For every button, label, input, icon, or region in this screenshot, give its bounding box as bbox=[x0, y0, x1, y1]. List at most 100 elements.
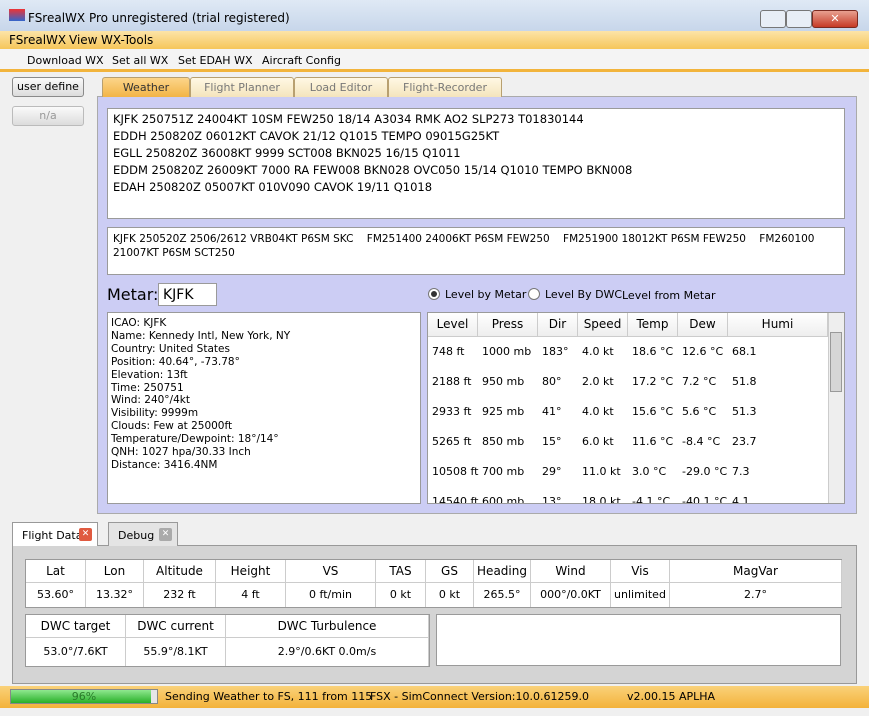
toolbar-button[interactable]: Set all WX bbox=[112, 54, 169, 67]
info-line: Position: 40.64°, -73.78° bbox=[111, 355, 240, 368]
tab-close[interactable]: ✕ bbox=[159, 528, 172, 541]
table-cell: 0 kt bbox=[426, 583, 474, 607]
menu-bar bbox=[0, 31, 869, 49]
table-cell: 18.0 kt bbox=[582, 495, 621, 504]
info-line: Time: 250751 bbox=[111, 381, 184, 394]
station-info: ICAO: KJFK Name: Kennedy Intl, New York, … bbox=[107, 312, 421, 504]
column-header[interactable]: Humi bbox=[728, 313, 828, 337]
table-cell: -40.1 °C bbox=[682, 495, 728, 504]
tab-label: Debug bbox=[118, 529, 155, 542]
toolbar-button[interactable]: Aircraft Config bbox=[262, 54, 341, 67]
maximize-button[interactable] bbox=[786, 10, 812, 28]
bottom-tab[interactable]: Debug ✕ bbox=[108, 522, 178, 546]
column-header: DWC Turbulence bbox=[226, 615, 429, 638]
table-cell: 55.9°/8.1KT bbox=[126, 638, 226, 666]
table-cell: 6.0 kt bbox=[582, 435, 614, 448]
table-cell: 17.2 °C bbox=[632, 375, 674, 388]
table-cell: 232 ft bbox=[144, 583, 216, 607]
info-line: Visibility: 9999m bbox=[111, 407, 199, 420]
info-line: Distance: 3416.4NM bbox=[111, 458, 218, 471]
bottom-tab[interactable]: Flight Data ✕ bbox=[12, 522, 98, 546]
table-cell: 23.7 bbox=[732, 435, 757, 448]
taf-text-area[interactable]: KJFK 250520Z 2506/2612 VRB04KT P6SM SKC … bbox=[107, 227, 845, 275]
table-cell: 925 mb bbox=[482, 405, 525, 418]
side-button[interactable]: user define bbox=[12, 77, 84, 97]
column-header[interactable]: Dew bbox=[678, 313, 728, 337]
tab-close[interactable]: ✕ bbox=[79, 528, 92, 541]
close-button[interactable]: ✕ bbox=[812, 10, 858, 28]
column-header: MagVar bbox=[670, 560, 842, 583]
column-header[interactable]: Temp bbox=[628, 313, 678, 337]
metar-line: EDDH 250820Z 06012KT CAVOK 21/12 Q1015 T… bbox=[113, 129, 500, 143]
table-cell: 850 mb bbox=[482, 435, 525, 448]
table-cell: 600 mb bbox=[482, 495, 525, 504]
sim-version: FSX - SimConnect Version:10.0.61259.0 bbox=[370, 690, 589, 703]
column-header: Lat bbox=[26, 560, 86, 583]
menu-item[interactable]: FSrealWX bbox=[9, 33, 67, 47]
column-header: Lon bbox=[86, 560, 144, 583]
metar-line: EGLL 250820Z 36008KT 9999 SCT008 BKN025 … bbox=[113, 146, 461, 160]
menu-item[interactable]: WX-Tools bbox=[101, 33, 154, 47]
radio-label[interactable]: Level by Metar bbox=[445, 288, 527, 301]
minimize-button[interactable] bbox=[760, 10, 786, 28]
radio-button[interactable] bbox=[528, 288, 540, 300]
table-cell: 5.6 °C bbox=[682, 405, 717, 418]
table-cell: 11.6 °C bbox=[632, 435, 674, 448]
tab[interactable]: Flight Planner bbox=[190, 77, 294, 97]
radio-button[interactable] bbox=[428, 288, 440, 300]
table-cell: 10508 ft bbox=[432, 465, 479, 478]
levels-table: Level Press Dir Speed Temp Dew Humi 748 ft 1000 … bbox=[427, 312, 845, 504]
table-cell: 4 ft bbox=[216, 583, 286, 607]
level-source: Level from Metar bbox=[622, 289, 716, 302]
table-cell: 15.6 °C bbox=[632, 405, 674, 418]
table-cell: 0 kt bbox=[376, 583, 426, 607]
table-cell: 51.8 bbox=[732, 375, 757, 388]
table-cell: 15° bbox=[542, 435, 562, 448]
column-header[interactable]: Press bbox=[478, 313, 538, 337]
column-header: GS bbox=[426, 560, 474, 583]
metar-text-area[interactable]: KJFK 250751Z 24004KT 10SM FEW250 18/14 A… bbox=[107, 108, 845, 219]
table-cell: 80° bbox=[542, 375, 562, 388]
side-button: n/a bbox=[12, 106, 84, 126]
progress-fill bbox=[11, 690, 152, 703]
column-header: DWC target bbox=[26, 615, 126, 638]
column-header[interactable]: Speed bbox=[578, 313, 628, 337]
table-cell: 7.3 bbox=[732, 465, 750, 478]
radio-label[interactable]: Level By DWC bbox=[545, 288, 623, 301]
column-header: Wind bbox=[531, 560, 611, 583]
table-cell: 13.32° bbox=[86, 583, 144, 607]
tab[interactable]: Flight-Recorder bbox=[388, 77, 502, 97]
info-line: Elevation: 13ft bbox=[111, 368, 188, 381]
table-cell: 51.3 bbox=[732, 405, 757, 418]
table-cell: 5265 ft bbox=[432, 435, 472, 448]
column-header[interactable]: Dir bbox=[538, 313, 578, 337]
toolbar-button[interactable]: Set EDAH WX bbox=[178, 54, 253, 67]
tab[interactable]: Load Editor bbox=[294, 77, 388, 97]
toolbar-button[interactable]: Download WX bbox=[27, 54, 104, 67]
table-cell: -8.4 °C bbox=[682, 435, 721, 448]
table-cell: 183° bbox=[542, 345, 569, 358]
metar-line: KJFK 250751Z 24004KT 10SM FEW250 18/14 A… bbox=[113, 112, 584, 126]
menu-item[interactable]: View bbox=[69, 33, 98, 47]
progress-label: 96% bbox=[71, 690, 97, 703]
scroll-thumb[interactable] bbox=[830, 332, 842, 392]
table-cell: 3.0 °C bbox=[632, 465, 667, 478]
metar-input[interactable]: KJFK bbox=[158, 283, 217, 306]
column-header: DWC current bbox=[126, 615, 226, 638]
info-line: QNH: 1027 hpa/30.33 Inch bbox=[111, 446, 251, 458]
table-cell: 748 ft bbox=[432, 345, 465, 358]
empty-panel bbox=[436, 614, 841, 666]
progress-bar: 96% bbox=[10, 689, 158, 704]
table-cell: 4.1 bbox=[732, 495, 750, 504]
column-header[interactable]: Level bbox=[428, 313, 478, 337]
table-cell: 1000 mb bbox=[482, 345, 532, 358]
info-line: Wind: 240°/4kt bbox=[111, 394, 190, 407]
app-icon bbox=[9, 9, 25, 21]
table-cell: 000°/0.0KT bbox=[531, 583, 611, 607]
table-cell: -29.0 °C bbox=[682, 465, 728, 478]
table-cell: 7.2 °C bbox=[682, 375, 717, 388]
table-cell: 53.60° bbox=[26, 583, 86, 607]
tab[interactable]: Weather bbox=[102, 77, 190, 97]
window-title: FSrealWX Pro unregistered (trial registe… bbox=[28, 11, 290, 25]
table-cell: 2188 ft bbox=[432, 375, 472, 388]
